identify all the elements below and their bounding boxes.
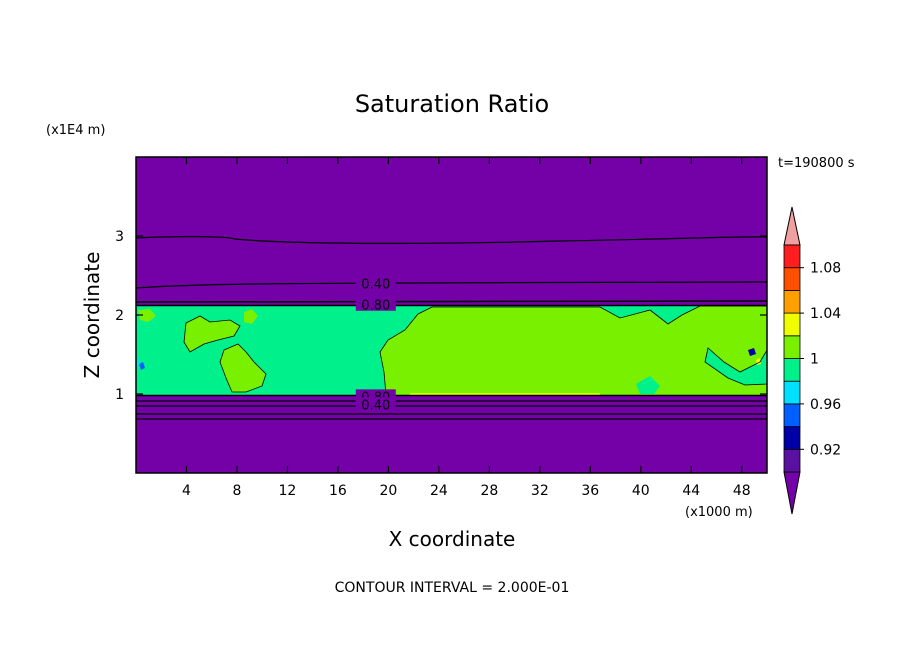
saturation-outline-1	[183, 315, 241, 353]
green-patch-2	[220, 344, 266, 392]
y-tick-label: 1	[115, 387, 124, 403]
contour-label: 0.80	[361, 299, 390, 314]
cyan-spot-left	[137, 358, 140, 366]
saturation-outline-4	[704, 347, 767, 386]
saturation-outline-2	[219, 343, 267, 393]
colorbar-tick-label: 1	[810, 352, 819, 368]
colorbar-swatch	[783, 335, 801, 359]
dry-region-below	[136, 395, 767, 473]
time-label: t=190800 s	[778, 156, 855, 171]
colorbar-swatch	[783, 267, 801, 291]
x-tick-label: 16	[329, 483, 347, 499]
colorbar-swatch	[783, 448, 801, 473]
colorbar-tick-label: 1.04	[810, 306, 841, 322]
x-tick-label: 4	[182, 483, 191, 499]
x-tick-label: 28	[480, 483, 498, 499]
x-tick-label: 48	[733, 483, 751, 499]
colorbar-swatch	[783, 312, 801, 337]
contour-label: 0.40	[361, 398, 390, 413]
x-tick-label: 40	[632, 483, 650, 499]
y-axis-label: Z coordinate	[80, 252, 104, 379]
contour-label-bg	[355, 397, 396, 411]
colorbar-tick-label: 1.08	[810, 261, 841, 277]
contour-upper-3	[136, 300, 767, 303]
colorbar-swatch	[783, 358, 801, 382]
x-tick-label: 12	[279, 483, 297, 499]
green-patch-1	[184, 316, 240, 352]
x-axis-ticks: 4 8 12 16 20 24 28 32 36 40 44 48	[182, 157, 751, 499]
green-patch-3	[244, 309, 258, 324]
contour-upper-1	[136, 236, 767, 244]
dry-region-aloft	[136, 157, 767, 305]
blue-spot-left	[139, 362, 145, 370]
colorbar-under-arrow	[783, 471, 801, 515]
x-tick-label: 8	[232, 483, 241, 499]
colorbar-tick-label: 0.96	[810, 397, 841, 413]
blue-spot-right	[748, 348, 756, 356]
colorbar-swatch	[783, 289, 801, 314]
y-axis-ticks: 1 2 3	[115, 229, 767, 403]
saturation-outline-3	[379, 305, 767, 396]
x-tick-label: 36	[581, 483, 599, 499]
x-tick-label: 32	[531, 483, 549, 499]
x-unit-label: (x1000 m)	[685, 505, 753, 520]
colorbar-swatch	[783, 380, 801, 405]
x-axis-label: X coordinate	[389, 527, 516, 551]
y-unit-label: (x1E4 m)	[46, 123, 105, 138]
colorbar-over-arrow	[783, 206, 801, 246]
colorbar: 0.92 0.96 1 1.04 1.08	[783, 206, 841, 515]
green-patch-4	[138, 309, 156, 322]
plot-area: 0.400.800.800.40	[136, 157, 767, 473]
y-tick-label: 3	[115, 229, 124, 245]
x-tick-label: 24	[430, 483, 448, 499]
contour-label-layer: 0.400.800.800.40	[355, 276, 396, 413]
colorbar-tick-label: 0.92	[810, 442, 841, 458]
x-tick-label: 44	[682, 483, 700, 499]
y-tick-label: 2	[115, 308, 124, 324]
colorbar-swatch	[783, 426, 801, 450]
x-tick-label: 20	[379, 483, 397, 499]
colorbar-swatch	[783, 403, 801, 427]
contour-upper-2	[136, 281, 767, 289]
near-saturation-edge	[636, 376, 660, 394]
contour-label-bg	[355, 297, 396, 311]
colorbar-swatch	[783, 244, 801, 269]
saturated-layer-east	[380, 306, 767, 395]
supersaturation-strip	[410, 393, 600, 395]
contour-label: 0.40	[361, 277, 390, 292]
contour-label-bg	[355, 276, 396, 290]
contour-interval-footer: CONTOUR INTERVAL = 2.000E-01	[335, 580, 570, 596]
chart-title: Saturation Ratio	[355, 90, 549, 118]
